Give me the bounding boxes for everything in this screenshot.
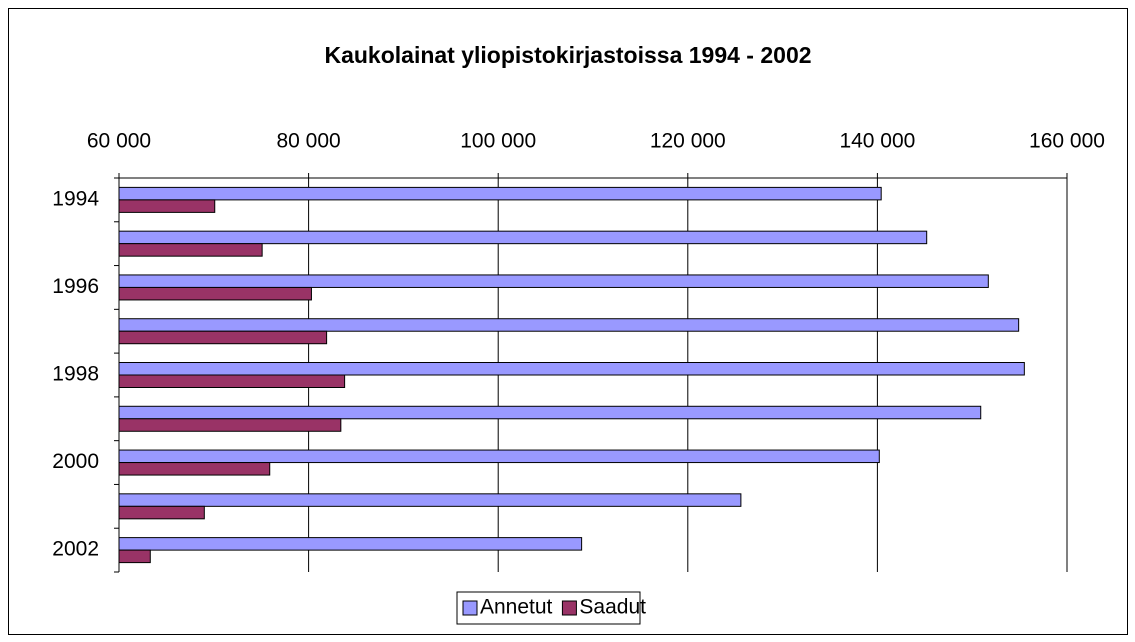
bar — [118, 243, 263, 257]
bar — [118, 362, 1025, 376]
legend-swatch — [561, 600, 577, 616]
x-tick-label: 100 000 — [460, 130, 536, 153]
bar — [118, 449, 880, 464]
y-tick-label: 2000 — [52, 450, 99, 473]
bar — [118, 286, 312, 301]
x-tick-label: 160 000 — [1029, 130, 1105, 153]
legend-box — [456, 591, 641, 625]
bar — [118, 493, 742, 507]
bar — [118, 418, 342, 432]
bar — [118, 199, 216, 213]
bar — [118, 537, 583, 551]
y-tick-label: 1998 — [52, 363, 99, 386]
bar — [118, 274, 989, 288]
bar — [118, 374, 346, 388]
bar — [118, 230, 928, 245]
x-tick-label: 120 000 — [650, 130, 726, 153]
bar — [118, 186, 882, 201]
y-tick-label: 1996 — [52, 275, 99, 298]
bar — [118, 462, 271, 476]
legend-swatch — [462, 600, 478, 616]
x-tick-label: 140 000 — [839, 130, 915, 153]
bar — [118, 318, 1020, 332]
bar — [118, 505, 205, 520]
y-tick-label: 1994 — [52, 187, 99, 210]
bar — [118, 405, 982, 420]
x-tick-label: 80 000 — [276, 130, 340, 153]
bar — [118, 330, 328, 345]
bar — [118, 549, 151, 564]
y-tick-label: 2002 — [52, 538, 99, 561]
chart-title: Kaukolainat yliopistokirjastoissa 1994 -… — [324, 42, 811, 68]
legend-label: Annetut — [480, 596, 553, 619]
x-tick-label: 60 000 — [87, 130, 151, 153]
legend-label: Saadut — [579, 596, 646, 619]
